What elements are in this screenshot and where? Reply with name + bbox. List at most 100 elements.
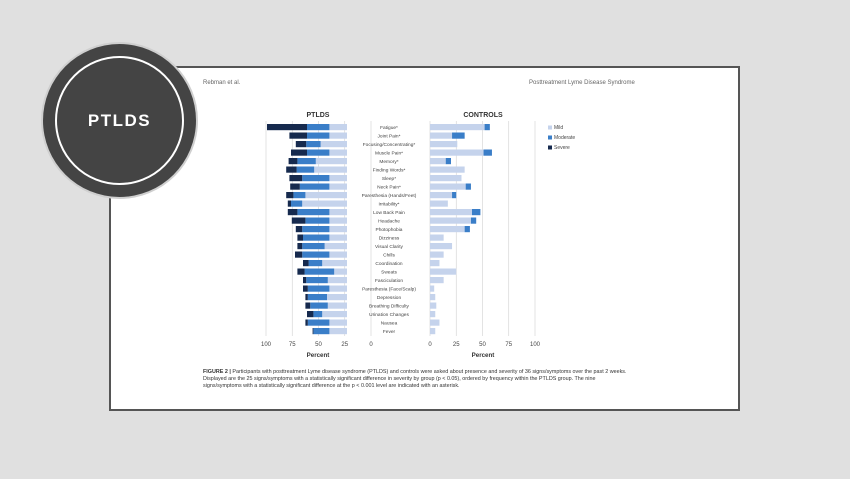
bar-severe: [295, 251, 303, 258]
bar-mild: [329, 175, 347, 182]
bar-moderate: [293, 192, 306, 199]
bar-mild: [322, 260, 347, 267]
bar-severe: [286, 192, 294, 199]
bar-mild: [329, 251, 347, 258]
bar-moderate: [304, 268, 335, 275]
x-tick-label: 25: [453, 342, 460, 348]
bar-moderate: [299, 183, 330, 190]
category-label: Paresthesia (Hands/Feet): [362, 193, 417, 199]
bar-severe: [267, 124, 307, 131]
bar-moderate: [465, 183, 471, 190]
bar-mild: [430, 260, 440, 267]
legend-label: Moderate: [554, 135, 575, 141]
bar-mild: [430, 226, 465, 233]
bar-moderate: [472, 209, 481, 216]
bar-moderate: [297, 158, 316, 165]
bar-moderate: [307, 149, 330, 156]
bar-moderate: [307, 319, 330, 326]
bar-moderate: [307, 294, 327, 301]
bar-mild: [329, 234, 347, 241]
x-tick-label: 0: [428, 342, 432, 348]
bar-mild: [430, 132, 453, 139]
bar-mild: [430, 328, 436, 335]
bar-moderate: [302, 243, 325, 250]
bar-severe: [312, 328, 314, 335]
bar-severe: [295, 141, 307, 148]
bar-moderate: [464, 226, 470, 233]
x-tick-label: 75: [289, 342, 296, 348]
badge-ring: PTLDS: [55, 56, 184, 185]
bar-moderate: [313, 311, 323, 318]
header-journal-title: Posttreatment Lyme Disease Syndrome: [529, 80, 635, 86]
bar-severe: [305, 294, 308, 301]
bar-mild: [430, 209, 472, 216]
category-label: Nausea: [381, 321, 398, 327]
legend-label: Mild: [554, 125, 563, 131]
bar-mild: [430, 268, 457, 275]
bar-mild: [430, 175, 462, 182]
legend-swatch-moderate: [548, 135, 552, 140]
x-tick-label: 0: [369, 342, 373, 348]
bar-severe: [297, 234, 303, 241]
bar-mild: [327, 294, 347, 301]
bar-severe: [291, 149, 307, 156]
bar-mild: [329, 149, 347, 156]
bar-mild: [430, 141, 458, 148]
x-axis-label: Percent: [307, 352, 330, 359]
figure-label: FIGURE 2 |: [203, 369, 231, 375]
bar-mild: [430, 124, 485, 131]
bar-moderate: [307, 132, 330, 139]
bar-moderate: [313, 328, 330, 335]
bar-moderate: [306, 277, 328, 284]
category-label: Photophobia: [376, 227, 403, 233]
bar-mild: [322, 311, 347, 318]
bar-moderate: [483, 149, 492, 156]
bar-mild: [430, 302, 437, 309]
bar-mild: [430, 243, 453, 250]
category-label: Joint Pain*: [378, 134, 401, 140]
caption-text: Participants with posttreatment Lyme dis…: [203, 369, 627, 389]
bar-mild: [314, 166, 347, 173]
bar-mild: [430, 192, 453, 199]
legend-swatch-mild: [548, 125, 552, 130]
bar-moderate: [307, 285, 330, 292]
x-tick-label: 100: [530, 342, 541, 348]
bar-moderate: [445, 158, 451, 165]
bar-severe: [295, 226, 303, 233]
category-label: Low Back Pain: [373, 210, 405, 216]
bar-severe: [303, 260, 309, 267]
x-tick-label: 75: [505, 342, 512, 348]
category-label: Headache: [378, 219, 400, 225]
bar-mild: [329, 226, 347, 233]
category-label: Breathing Difficulty: [369, 304, 410, 310]
bar-moderate: [308, 260, 323, 267]
bar-severe: [287, 200, 291, 207]
bar-severe: [305, 319, 308, 326]
bar-severe: [291, 217, 306, 224]
category-label: Sweats: [381, 270, 397, 276]
bar-severe: [288, 158, 298, 165]
x-tick-label: 50: [315, 342, 322, 348]
bar-moderate: [291, 200, 303, 207]
bar-severe: [289, 175, 303, 182]
x-tick-label: 25: [341, 342, 348, 348]
bar-moderate: [452, 132, 465, 139]
bar-mild: [329, 285, 347, 292]
bar-mild: [430, 183, 466, 190]
bar-mild: [305, 192, 347, 199]
bar-mild: [327, 277, 347, 284]
category-label: Coordination: [375, 261, 403, 267]
bar-mild: [430, 294, 436, 301]
category-label: Visual Clarity: [375, 244, 404, 250]
bar-mild: [430, 166, 465, 173]
slide-frame: [109, 66, 740, 411]
category-label: Paresthesia (Face/Scalp): [362, 287, 416, 293]
category-label: Fasciculation: [375, 278, 403, 284]
bar-mild: [329, 183, 347, 190]
bar-mild: [430, 217, 471, 224]
bar-severe: [305, 302, 311, 309]
category-label: Fatigue*: [380, 125, 398, 131]
bar-moderate: [302, 251, 330, 258]
bar-mild: [329, 209, 347, 216]
